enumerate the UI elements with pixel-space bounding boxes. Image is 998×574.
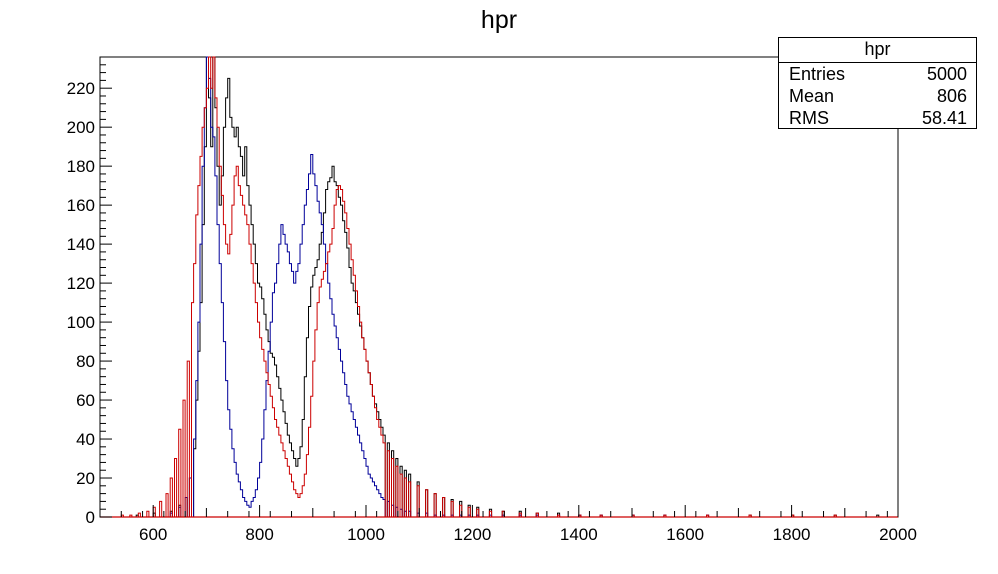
x-tick-label: 1200: [453, 525, 491, 544]
series-black-line: [135, 56, 880, 518]
series-blue-line: [169, 56, 710, 518]
axis-layer: 600 800 1000 1200 1400 1600 1800 2000 0 20 40 60 80 1…: [67, 64, 917, 544]
y-tick-label: 60: [76, 391, 95, 410]
x-tick-label: 600: [139, 525, 167, 544]
stats-rms-label: RMS: [789, 108, 829, 128]
stats-mean-label: Mean: [789, 86, 835, 106]
x-tick-label: 1600: [666, 525, 704, 544]
stats-entries-value: 5000: [926, 64, 967, 84]
y-tick-label: 160: [67, 196, 95, 215]
series-red-line: [120, 56, 877, 518]
x-tick-label: 1800: [773, 525, 811, 544]
stats-row-rms: RMS 58.41: [779, 107, 976, 129]
stats-entries-label: Entries: [789, 64, 846, 84]
x-tick-label: 1000: [347, 525, 385, 544]
x-tick-label: 2000: [879, 525, 917, 544]
y-tick-label: 40: [76, 430, 95, 449]
y-tick-label: 100: [67, 313, 95, 332]
y-tick-label: 20: [76, 469, 95, 488]
y-tick-label: 80: [76, 352, 95, 371]
y-tick-label: 220: [67, 79, 95, 98]
stats-mean-value: 806: [936, 86, 967, 106]
stats-title: hpr: [779, 38, 976, 63]
x-tick-label: 1400: [560, 525, 598, 544]
stats-row-entries: Entries 5000: [779, 63, 976, 85]
y-tick-label: 200: [67, 118, 95, 137]
x-tick-label: 800: [245, 525, 273, 544]
y-tick-label: 180: [67, 157, 95, 176]
stats-box: hpr Entries 5000 Mean 806 RMS 58.41: [778, 37, 977, 129]
stats-rms-value: 58.41: [921, 108, 967, 128]
y-tick-label: 120: [67, 274, 95, 293]
y-tick-label: 0: [86, 508, 95, 527]
chart-title: hpr: [481, 6, 517, 34]
y-tick-label: 140: [67, 235, 95, 254]
stats-row-mean: Mean 806: [779, 85, 976, 107]
